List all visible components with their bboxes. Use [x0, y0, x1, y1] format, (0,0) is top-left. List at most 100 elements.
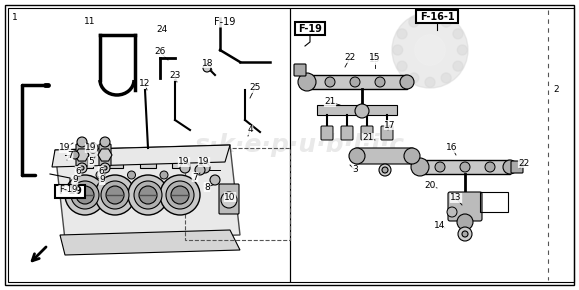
Circle shape: [71, 151, 79, 159]
FancyBboxPatch shape: [107, 148, 123, 168]
Text: 21: 21: [324, 97, 336, 106]
Circle shape: [77, 163, 87, 173]
Circle shape: [221, 192, 237, 208]
Circle shape: [100, 137, 110, 147]
Circle shape: [375, 77, 385, 87]
Circle shape: [503, 160, 517, 174]
Circle shape: [397, 29, 407, 39]
FancyBboxPatch shape: [55, 185, 85, 198]
Text: 22: 22: [518, 159, 530, 168]
Circle shape: [393, 45, 403, 55]
Text: F-16-1: F-16-1: [420, 12, 455, 21]
FancyBboxPatch shape: [448, 192, 482, 221]
Text: 7: 7: [192, 173, 198, 182]
FancyBboxPatch shape: [172, 148, 188, 168]
Text: 1: 1: [12, 14, 18, 23]
Circle shape: [485, 162, 495, 172]
FancyBboxPatch shape: [76, 144, 88, 166]
Text: F-19: F-19: [59, 186, 77, 195]
Text: 26: 26: [155, 48, 166, 57]
Text: 22: 22: [345, 53, 356, 63]
Circle shape: [409, 73, 419, 83]
Text: 20: 20: [424, 180, 435, 189]
Circle shape: [77, 137, 87, 147]
Circle shape: [80, 166, 84, 170]
Circle shape: [65, 175, 105, 215]
Circle shape: [195, 165, 205, 175]
Text: 2: 2: [553, 86, 559, 95]
Polygon shape: [60, 230, 240, 255]
FancyBboxPatch shape: [420, 160, 510, 174]
FancyBboxPatch shape: [381, 126, 393, 140]
FancyBboxPatch shape: [511, 161, 523, 173]
Circle shape: [397, 61, 407, 71]
FancyBboxPatch shape: [317, 105, 397, 115]
Text: 21: 21: [362, 133, 373, 142]
Circle shape: [350, 77, 360, 87]
Circle shape: [101, 181, 129, 209]
Text: 15: 15: [369, 55, 381, 64]
Circle shape: [355, 104, 369, 118]
Polygon shape: [55, 145, 240, 240]
Text: 14: 14: [434, 220, 446, 229]
Circle shape: [200, 163, 210, 173]
Text: 19: 19: [198, 157, 210, 166]
FancyBboxPatch shape: [295, 22, 325, 35]
Bar: [480, 192, 508, 212]
Circle shape: [134, 181, 162, 209]
Text: F-19: F-19: [298, 23, 322, 34]
Text: s·k·e·p·u·b·l·i·c: s·k·e·p·u·b·l·i·c: [195, 133, 405, 157]
Polygon shape: [52, 145, 230, 167]
Text: 6: 6: [75, 166, 81, 175]
Circle shape: [404, 148, 420, 164]
Circle shape: [457, 45, 467, 55]
Circle shape: [96, 171, 104, 179]
Circle shape: [460, 162, 470, 172]
FancyBboxPatch shape: [416, 10, 458, 23]
Circle shape: [400, 75, 414, 89]
Circle shape: [441, 17, 451, 27]
Circle shape: [453, 61, 463, 71]
Circle shape: [349, 148, 365, 164]
Text: 18: 18: [202, 59, 214, 68]
Circle shape: [435, 162, 445, 172]
Text: 9: 9: [72, 175, 78, 184]
Circle shape: [103, 166, 107, 170]
Circle shape: [166, 181, 194, 209]
Text: 16: 16: [446, 144, 458, 153]
Text: 8: 8: [204, 182, 210, 191]
Circle shape: [425, 77, 435, 87]
FancyBboxPatch shape: [355, 148, 414, 164]
Text: 4: 4: [247, 126, 253, 135]
FancyBboxPatch shape: [99, 144, 111, 166]
Text: 25: 25: [250, 84, 261, 93]
Polygon shape: [75, 149, 89, 161]
Text: 3: 3: [352, 166, 358, 175]
Circle shape: [128, 175, 168, 215]
Text: F-19: F-19: [58, 186, 82, 197]
Text: F-19: F-19: [214, 17, 236, 27]
Circle shape: [441, 73, 451, 83]
Text: 24: 24: [156, 26, 168, 35]
Text: 6: 6: [98, 166, 104, 175]
Text: 13: 13: [450, 193, 461, 202]
Text: 15: 15: [369, 53, 381, 63]
Circle shape: [76, 186, 94, 204]
Circle shape: [409, 17, 419, 27]
FancyBboxPatch shape: [294, 64, 306, 76]
Circle shape: [325, 77, 335, 87]
Circle shape: [298, 73, 316, 91]
Circle shape: [160, 171, 168, 179]
FancyBboxPatch shape: [361, 126, 373, 140]
Text: 11: 11: [85, 17, 96, 26]
Circle shape: [180, 163, 190, 173]
Circle shape: [447, 207, 457, 217]
Circle shape: [382, 167, 388, 173]
Circle shape: [457, 214, 473, 230]
Text: 19: 19: [85, 144, 97, 153]
Text: 12: 12: [140, 79, 151, 88]
Circle shape: [160, 175, 200, 215]
Circle shape: [453, 29, 463, 39]
Circle shape: [100, 163, 110, 173]
Circle shape: [71, 181, 99, 209]
